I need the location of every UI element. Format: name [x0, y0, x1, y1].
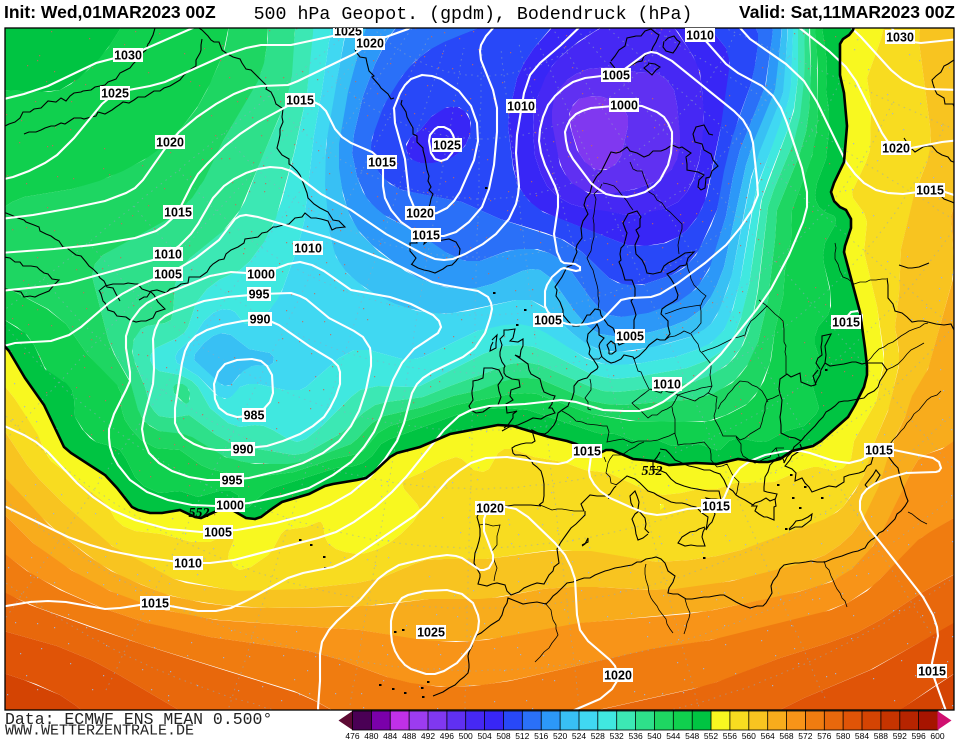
svg-text:1025: 1025	[433, 139, 461, 153]
svg-text:1020: 1020	[604, 669, 632, 683]
svg-text:1020: 1020	[156, 136, 184, 150]
svg-text:1020: 1020	[476, 502, 504, 516]
svg-text:1015: 1015	[916, 184, 944, 198]
svg-text:476: 476	[345, 731, 359, 741]
svg-text:1000: 1000	[216, 499, 244, 513]
svg-text:1005: 1005	[534, 314, 562, 328]
svg-text:524: 524	[572, 731, 586, 741]
svg-text:990: 990	[250, 313, 271, 327]
svg-text:552: 552	[189, 506, 210, 521]
svg-text:560: 560	[742, 731, 756, 741]
svg-text:584: 584	[855, 731, 869, 741]
svg-text:1010: 1010	[174, 557, 202, 571]
svg-text:588: 588	[874, 731, 888, 741]
svg-text:500 hPa Geopot. (gpdm), Bodend: 500 hPa Geopot. (gpdm), Bodendruck (hPa)	[254, 5, 693, 25]
svg-text:480: 480	[364, 731, 378, 741]
svg-text:1020: 1020	[406, 207, 434, 221]
svg-text:1015: 1015	[164, 206, 192, 220]
svg-text:1010: 1010	[294, 242, 322, 256]
svg-text:995: 995	[222, 474, 243, 488]
svg-text:536: 536	[629, 731, 643, 741]
svg-text:500: 500	[459, 731, 473, 741]
svg-text:576: 576	[817, 731, 831, 741]
svg-text:1005: 1005	[154, 268, 182, 282]
svg-text:548: 548	[685, 731, 699, 741]
svg-text:1010: 1010	[154, 248, 182, 262]
svg-text:1015: 1015	[286, 94, 314, 108]
svg-text:532: 532	[610, 731, 624, 741]
svg-text:552: 552	[704, 731, 718, 741]
svg-text:1010: 1010	[507, 100, 535, 114]
svg-text:556: 556	[723, 731, 737, 741]
svg-text:1025: 1025	[334, 25, 362, 39]
svg-text:1015: 1015	[832, 316, 860, 330]
svg-text:1005: 1005	[602, 69, 630, 83]
svg-text:512: 512	[515, 731, 529, 741]
svg-text:1005: 1005	[204, 526, 232, 540]
svg-text:484: 484	[383, 731, 397, 741]
svg-text:1000: 1000	[610, 99, 638, 113]
svg-text:WWW.WETTERZENTRALE.DE: WWW.WETTERZENTRALE.DE	[5, 723, 194, 740]
svg-text:1005: 1005	[616, 330, 644, 344]
svg-text:1015: 1015	[412, 229, 440, 243]
svg-text:572: 572	[798, 731, 812, 741]
svg-text:1010: 1010	[653, 378, 681, 392]
svg-text:1030: 1030	[886, 31, 914, 45]
svg-text:1015: 1015	[865, 444, 893, 458]
svg-text:Valid: Sat,11MAR2023 00Z: Valid: Sat,11MAR2023 00Z	[739, 2, 955, 22]
svg-text:1000: 1000	[247, 268, 275, 282]
svg-text:540: 540	[647, 731, 661, 741]
svg-text:995: 995	[249, 288, 270, 302]
svg-text:544: 544	[666, 731, 680, 741]
svg-text:596: 596	[912, 731, 926, 741]
svg-text:1015: 1015	[573, 445, 601, 459]
svg-text:1030: 1030	[114, 49, 142, 63]
svg-text:564: 564	[761, 731, 775, 741]
svg-text:Data: ECMWF ENS MEAN 0.500°: Data: ECMWF ENS MEAN 0.500°	[5, 710, 272, 729]
svg-text:1020: 1020	[356, 37, 384, 51]
svg-text:1010: 1010	[686, 29, 714, 43]
svg-text:568: 568	[779, 731, 793, 741]
svg-text:985: 985	[244, 409, 265, 423]
svg-text:1015: 1015	[918, 665, 946, 679]
svg-text:Init: Wed,01MAR2023 00Z: Init: Wed,01MAR2023 00Z	[4, 2, 216, 22]
svg-text:580: 580	[836, 731, 850, 741]
svg-text:552: 552	[642, 464, 663, 479]
svg-text:496: 496	[440, 731, 454, 741]
svg-text:1020: 1020	[882, 142, 910, 156]
svg-text:516: 516	[534, 731, 548, 741]
svg-text:1015: 1015	[702, 500, 730, 514]
svg-text:488: 488	[402, 731, 416, 741]
svg-text:592: 592	[893, 731, 907, 741]
svg-text:1015: 1015	[141, 597, 169, 611]
svg-text:508: 508	[496, 731, 510, 741]
svg-text:520: 520	[553, 731, 567, 741]
svg-text:504: 504	[478, 731, 492, 741]
svg-text:492: 492	[421, 731, 435, 741]
svg-text:1025: 1025	[101, 87, 129, 101]
svg-text:1025: 1025	[417, 626, 445, 640]
svg-text:528: 528	[591, 731, 605, 741]
svg-text:1015: 1015	[368, 156, 396, 170]
svg-text:990: 990	[233, 443, 254, 457]
svg-text:600: 600	[930, 731, 944, 741]
